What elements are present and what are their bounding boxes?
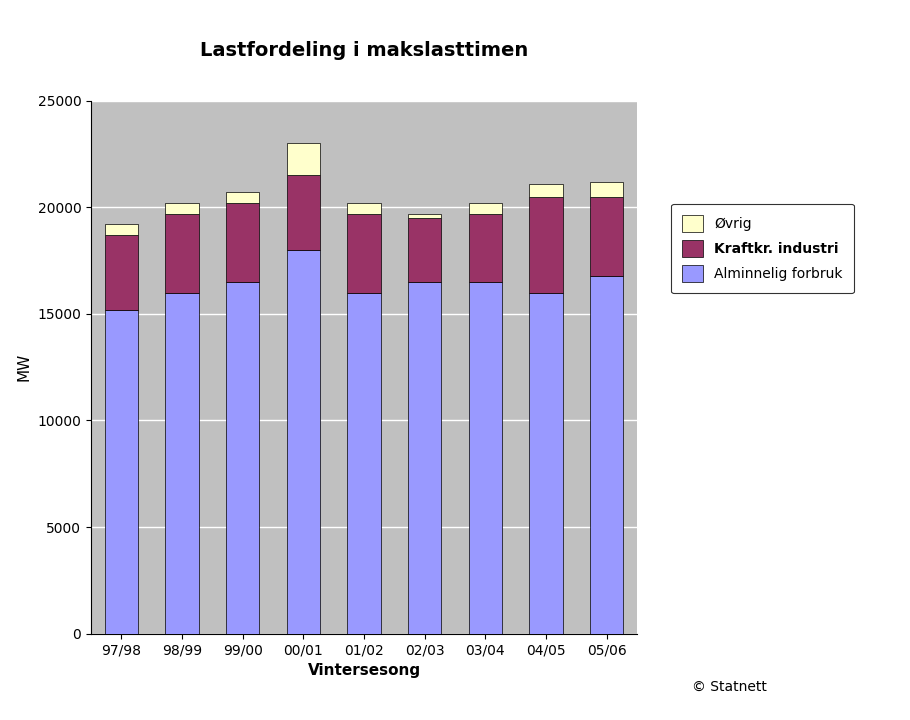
Bar <box>590 181 623 197</box>
Bar <box>530 292 562 634</box>
Bar <box>408 214 441 218</box>
Bar <box>105 225 138 235</box>
Text: © Statnett: © Statnett <box>692 680 766 694</box>
Bar <box>105 310 138 634</box>
Bar <box>590 276 623 634</box>
X-axis label: Vintersesong: Vintersesong <box>308 663 420 678</box>
Bar <box>348 292 380 634</box>
Bar <box>226 282 259 634</box>
Bar <box>530 184 562 197</box>
Bar <box>348 214 380 292</box>
Bar <box>530 197 562 292</box>
Bar <box>469 214 502 282</box>
Text: Lastfordeling i makslasttimen: Lastfordeling i makslasttimen <box>200 41 528 60</box>
Bar <box>166 292 198 634</box>
Bar <box>287 176 320 250</box>
Bar <box>408 282 441 634</box>
Bar <box>287 250 320 634</box>
Bar <box>408 218 441 282</box>
Bar <box>105 235 138 310</box>
Bar <box>469 282 502 634</box>
Bar <box>166 214 198 292</box>
Legend: Øvrig, Kraftkr. industri, Alminnelig forbruk: Øvrig, Kraftkr. industri, Alminnelig for… <box>672 204 854 293</box>
Bar <box>226 203 259 282</box>
Y-axis label: MW: MW <box>17 353 32 382</box>
Bar <box>226 192 259 203</box>
Bar <box>348 203 380 214</box>
Bar <box>590 197 623 276</box>
Bar <box>469 203 502 214</box>
Bar <box>166 203 198 214</box>
Bar <box>287 143 320 176</box>
